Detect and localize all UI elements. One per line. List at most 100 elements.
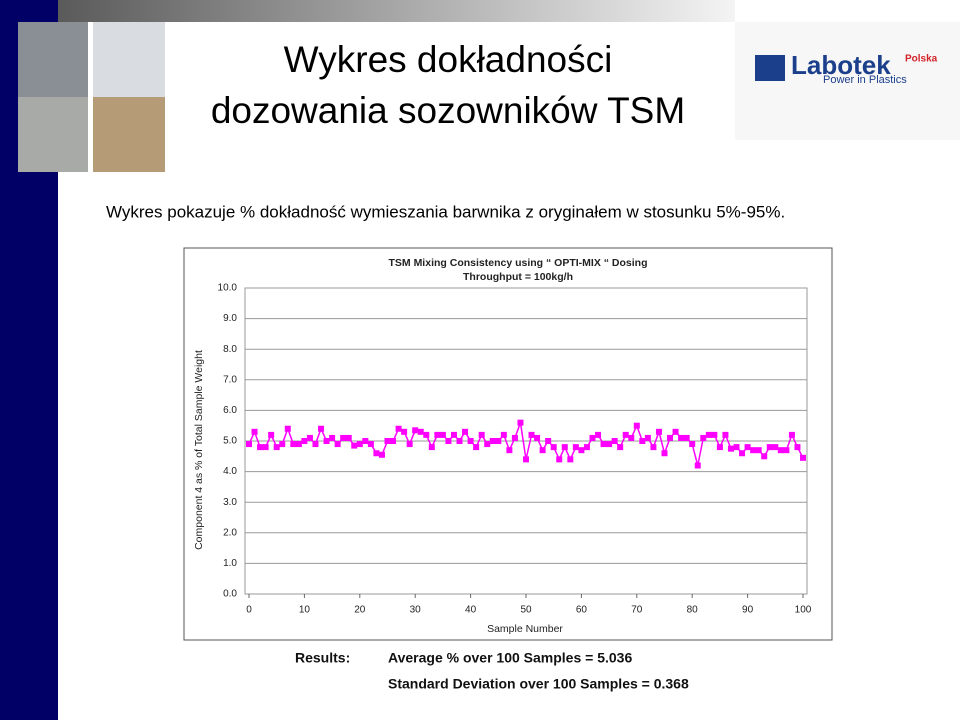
photo [93, 22, 165, 97]
data-point [484, 441, 491, 448]
y-tick-label: 3.0 [223, 497, 237, 508]
data-point [667, 434, 674, 441]
data-point [694, 462, 701, 469]
data-point [606, 441, 613, 448]
y-tick-label: 2.0 [223, 527, 237, 538]
photo [93, 97, 165, 172]
data-point [633, 422, 640, 429]
data-point [246, 441, 252, 448]
results-average: Average % over 100 Samples = 5.036 [388, 650, 632, 666]
photo [18, 22, 88, 97]
data-point [268, 431, 275, 438]
data-point [456, 438, 463, 444]
subtitle: Wykres pokazuje % dokładność wymieszania… [106, 202, 785, 221]
data-point [395, 425, 402, 432]
y-tick-label: 5.0 [223, 436, 237, 447]
data-point [329, 434, 336, 441]
data-point [772, 444, 779, 451]
data-point [390, 438, 397, 444]
x-tick-label: 80 [687, 605, 699, 616]
data-point [556, 456, 563, 463]
title-line: dozowania sozowników TSM [211, 90, 685, 131]
data-point [567, 456, 574, 463]
data-point [683, 434, 690, 441]
data-point [506, 447, 513, 454]
data-point [733, 444, 740, 451]
x-tick-label: 90 [742, 605, 754, 616]
data-point [467, 438, 474, 444]
data-point [622, 431, 629, 438]
data-point [373, 450, 380, 457]
y-tick-label: 1.0 [223, 558, 237, 569]
data-point [534, 434, 541, 441]
data-point [678, 434, 685, 441]
data-point [362, 438, 369, 444]
data-point [295, 441, 302, 448]
x-tick-label: 60 [576, 605, 588, 616]
data-point [722, 431, 729, 438]
data-point [628, 434, 635, 441]
data-point [301, 438, 308, 444]
logo-brand: Labotek [791, 50, 891, 80]
data-point [334, 441, 341, 448]
logo-country: Polska [905, 54, 938, 65]
data-point [655, 428, 662, 435]
data-point [462, 428, 469, 435]
data-point [500, 431, 507, 438]
y-tick-label: 9.0 [223, 313, 237, 324]
title-line: Wykres dokładności [284, 39, 613, 80]
data-point [672, 428, 679, 435]
data-point [367, 441, 374, 448]
data-point [306, 434, 313, 441]
data-point [478, 431, 485, 438]
data-point [766, 444, 773, 451]
data-point [401, 428, 408, 435]
data-point [417, 428, 424, 435]
data-point [450, 431, 457, 438]
data-point [700, 434, 707, 441]
data-point [406, 441, 413, 448]
data-point [378, 451, 385, 458]
data-point [323, 438, 330, 444]
data-point [384, 438, 391, 444]
data-point [550, 444, 557, 451]
data-point [595, 431, 602, 438]
data-point [761, 453, 768, 460]
data-point [744, 444, 751, 451]
data-point [412, 427, 419, 434]
data-point [273, 444, 280, 451]
data-point [705, 431, 712, 438]
x-tick-label: 70 [631, 605, 643, 616]
data-point [545, 438, 552, 444]
x-tick-label: 20 [354, 605, 366, 616]
data-point [434, 431, 441, 438]
data-point [351, 442, 358, 449]
data-point [578, 447, 585, 454]
data-point [356, 441, 363, 448]
data-point [661, 450, 668, 457]
x-tick-label: 40 [465, 605, 477, 616]
data-point [600, 441, 607, 448]
data-point [583, 444, 590, 451]
data-point [528, 431, 535, 438]
data-point [290, 441, 297, 448]
data-point [511, 434, 518, 441]
data-point [783, 447, 790, 454]
data-point [251, 428, 258, 435]
x-tick-label: 100 [795, 605, 812, 616]
data-point [750, 447, 757, 454]
data-point [279, 441, 286, 448]
data-point [517, 419, 524, 426]
data-point [495, 438, 502, 444]
x-tick-label: 0 [246, 605, 252, 616]
data-point [539, 447, 546, 454]
y-tick-label: 8.0 [223, 344, 237, 355]
data-point [727, 445, 734, 452]
y-tick-label: 6.0 [223, 405, 237, 416]
data-point [345, 434, 352, 441]
data-point [489, 438, 496, 444]
data-point [794, 444, 801, 451]
data-point [589, 434, 596, 441]
data-point [788, 431, 795, 438]
